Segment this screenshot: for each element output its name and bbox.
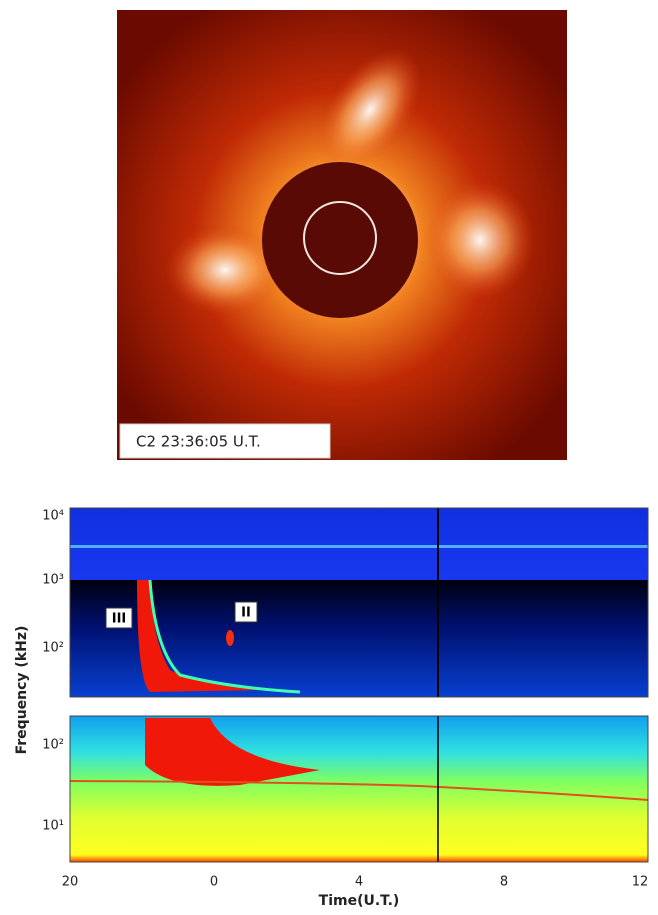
x-tick-label: 0: [210, 875, 218, 890]
figure: C2 23:36:05 U.T. III II 10⁴ 10³ 10² 10² …: [0, 0, 658, 911]
lower-panel: [70, 716, 648, 862]
x-tick-label: 20: [62, 875, 79, 890]
page: C2 23:36:05 U.T. III II 10⁴ 10³ 10² 10² …: [0, 0, 658, 911]
burst-label: III: [112, 612, 127, 627]
image-caption: C2 23:36:05 U.T.: [136, 433, 261, 451]
upper-panel: III II: [70, 508, 648, 697]
x-axis-label: Time(U.T.): [319, 893, 400, 909]
y-tick-label: 10³: [42, 573, 64, 588]
x-tick-label: 8: [500, 875, 508, 890]
burst-label: II: [241, 606, 251, 621]
x-tick-label: 12: [632, 875, 649, 890]
y-tick-label: 10⁴: [42, 509, 64, 524]
y-tick-label: 10¹: [42, 819, 64, 834]
y-axis-label: Frequency (kHz): [14, 626, 30, 755]
y-tick-label: 10²: [42, 738, 64, 753]
x-tick-label: 4: [355, 875, 363, 890]
coronagraph-image: C2 23:36:05 U.T.: [117, 10, 567, 460]
y-tick-label: 10²: [42, 641, 64, 656]
